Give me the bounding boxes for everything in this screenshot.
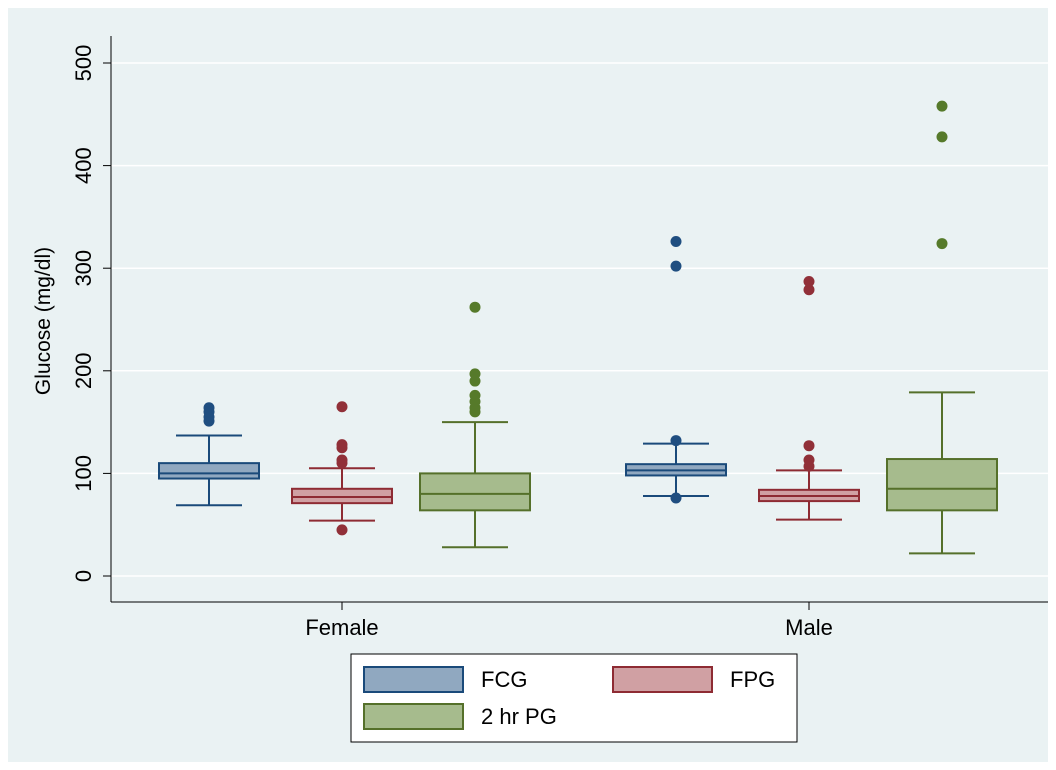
y-tick-label: 500 (71, 45, 96, 82)
grid-lines (111, 62, 1048, 577)
legend-label: FPG (730, 667, 775, 692)
y-tick-label: 200 (71, 352, 96, 389)
box-2-hr-pg-male (886, 100, 998, 555)
outlier-point (936, 131, 948, 143)
chart-figure: 0 100 200 300 400 500 Female Male Glucose (mg/d… (8, 8, 1048, 762)
outlier-point (336, 454, 348, 466)
iqr-box (158, 462, 260, 480)
y-tick-label: 400 (71, 147, 96, 184)
box-2-hr-pg-female (419, 301, 531, 549)
axes: 0 100 200 300 400 500 Female Male (71, 36, 1048, 640)
outlier-point (670, 260, 682, 272)
outlier-point (203, 402, 215, 414)
legend-swatch (363, 703, 464, 730)
outlier-point (336, 524, 348, 536)
boxes (158, 100, 998, 555)
outlier-point (803, 284, 815, 296)
outlier-point (469, 389, 481, 401)
outlier-point (336, 401, 348, 413)
iqr-box (291, 487, 393, 505)
outlier-point (469, 301, 481, 313)
iqr-box (886, 458, 998, 512)
box-fcg-female (158, 402, 260, 507)
outlier-point (936, 100, 948, 112)
outlier-point (803, 276, 815, 288)
plot-area (111, 36, 1048, 602)
outlier-point (803, 454, 815, 466)
outlier-point (803, 440, 815, 452)
outlier-point (670, 236, 682, 248)
x-tick-label: Male (785, 615, 833, 640)
legend: FCG FPG 2 hr PG (350, 653, 798, 743)
legend-swatch (612, 666, 713, 693)
box-fcg-male (625, 236, 727, 504)
box-plot: 0 100 200 300 400 500 Female Male Glucose (mg/d… (32, 36, 1048, 743)
legend-swatch (363, 666, 464, 693)
y-tick-label: 300 (71, 250, 96, 287)
legend-label: 2 hr PG (481, 704, 557, 729)
legend-label: FCG (481, 667, 527, 692)
outlier-point (936, 238, 948, 250)
y-axis-title: Glucose (mg/dl) (32, 247, 55, 395)
outlier-point (469, 368, 481, 380)
outlier-point (670, 435, 682, 447)
box-fpg-male (758, 276, 860, 521)
iqr-box (419, 472, 531, 512)
y-tick-label: 0 (71, 570, 96, 582)
y-tick-label: 100 (71, 455, 96, 492)
box-fpg-female (291, 401, 393, 536)
x-tick-label: Female (305, 615, 378, 640)
outlier-point (670, 492, 682, 504)
outlier-point (336, 439, 348, 451)
